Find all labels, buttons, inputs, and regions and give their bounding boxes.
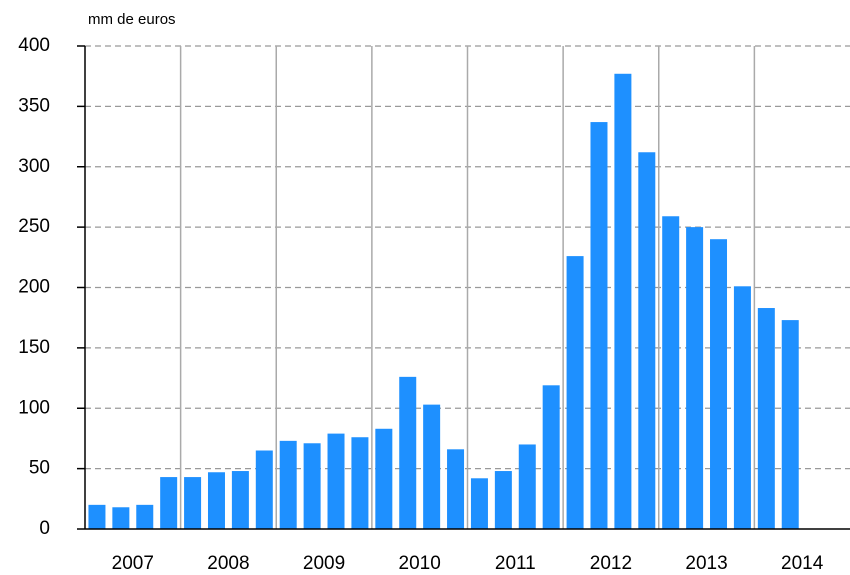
bar xyxy=(733,286,751,529)
y-tick-label: 100 xyxy=(18,397,50,418)
bar xyxy=(136,504,154,529)
bar xyxy=(375,428,393,529)
bar xyxy=(279,440,297,529)
x-group-label: 2013 xyxy=(685,553,727,574)
x-group-label: 2009 xyxy=(303,553,345,574)
y-tick-label: 350 xyxy=(18,95,50,116)
y-tick-label: 300 xyxy=(18,156,50,177)
y-tick-label: 200 xyxy=(18,277,50,298)
bar xyxy=(88,504,106,529)
bar xyxy=(303,443,321,529)
x-group-label: 2011 xyxy=(495,553,536,574)
bar xyxy=(686,227,704,529)
bar xyxy=(781,320,799,529)
bar xyxy=(447,449,465,529)
bar xyxy=(160,477,178,529)
bar xyxy=(470,478,488,529)
bar xyxy=(112,507,130,529)
bar xyxy=(327,433,345,529)
bar xyxy=(184,477,202,529)
x-group-label: 2007 xyxy=(112,553,154,574)
x-group-label: 2010 xyxy=(399,553,441,574)
y-axis-label: mm de euros xyxy=(88,11,176,28)
y-tick-label: 0 xyxy=(39,518,50,539)
bar xyxy=(757,308,775,529)
y-tick-label: 250 xyxy=(18,216,50,237)
bar xyxy=(399,376,417,529)
bar xyxy=(494,471,512,529)
bar xyxy=(255,450,273,529)
y-tick-label: 50 xyxy=(29,458,50,479)
bar xyxy=(566,256,584,529)
bar xyxy=(638,152,656,529)
bar xyxy=(710,239,728,529)
bar xyxy=(207,472,225,529)
bar xyxy=(590,122,608,529)
bar xyxy=(662,216,680,529)
bar xyxy=(518,444,536,529)
bar xyxy=(542,385,560,529)
bar xyxy=(231,471,249,529)
y-tick-label: 400 xyxy=(18,35,50,56)
x-group-label: 2014 xyxy=(781,553,824,574)
y-tick-label: 150 xyxy=(18,337,50,358)
x-group-label: 2012 xyxy=(590,553,632,574)
x-group-label: 2008 xyxy=(207,553,249,574)
bar xyxy=(351,437,369,529)
bar xyxy=(423,404,441,529)
bar xyxy=(614,73,632,530)
